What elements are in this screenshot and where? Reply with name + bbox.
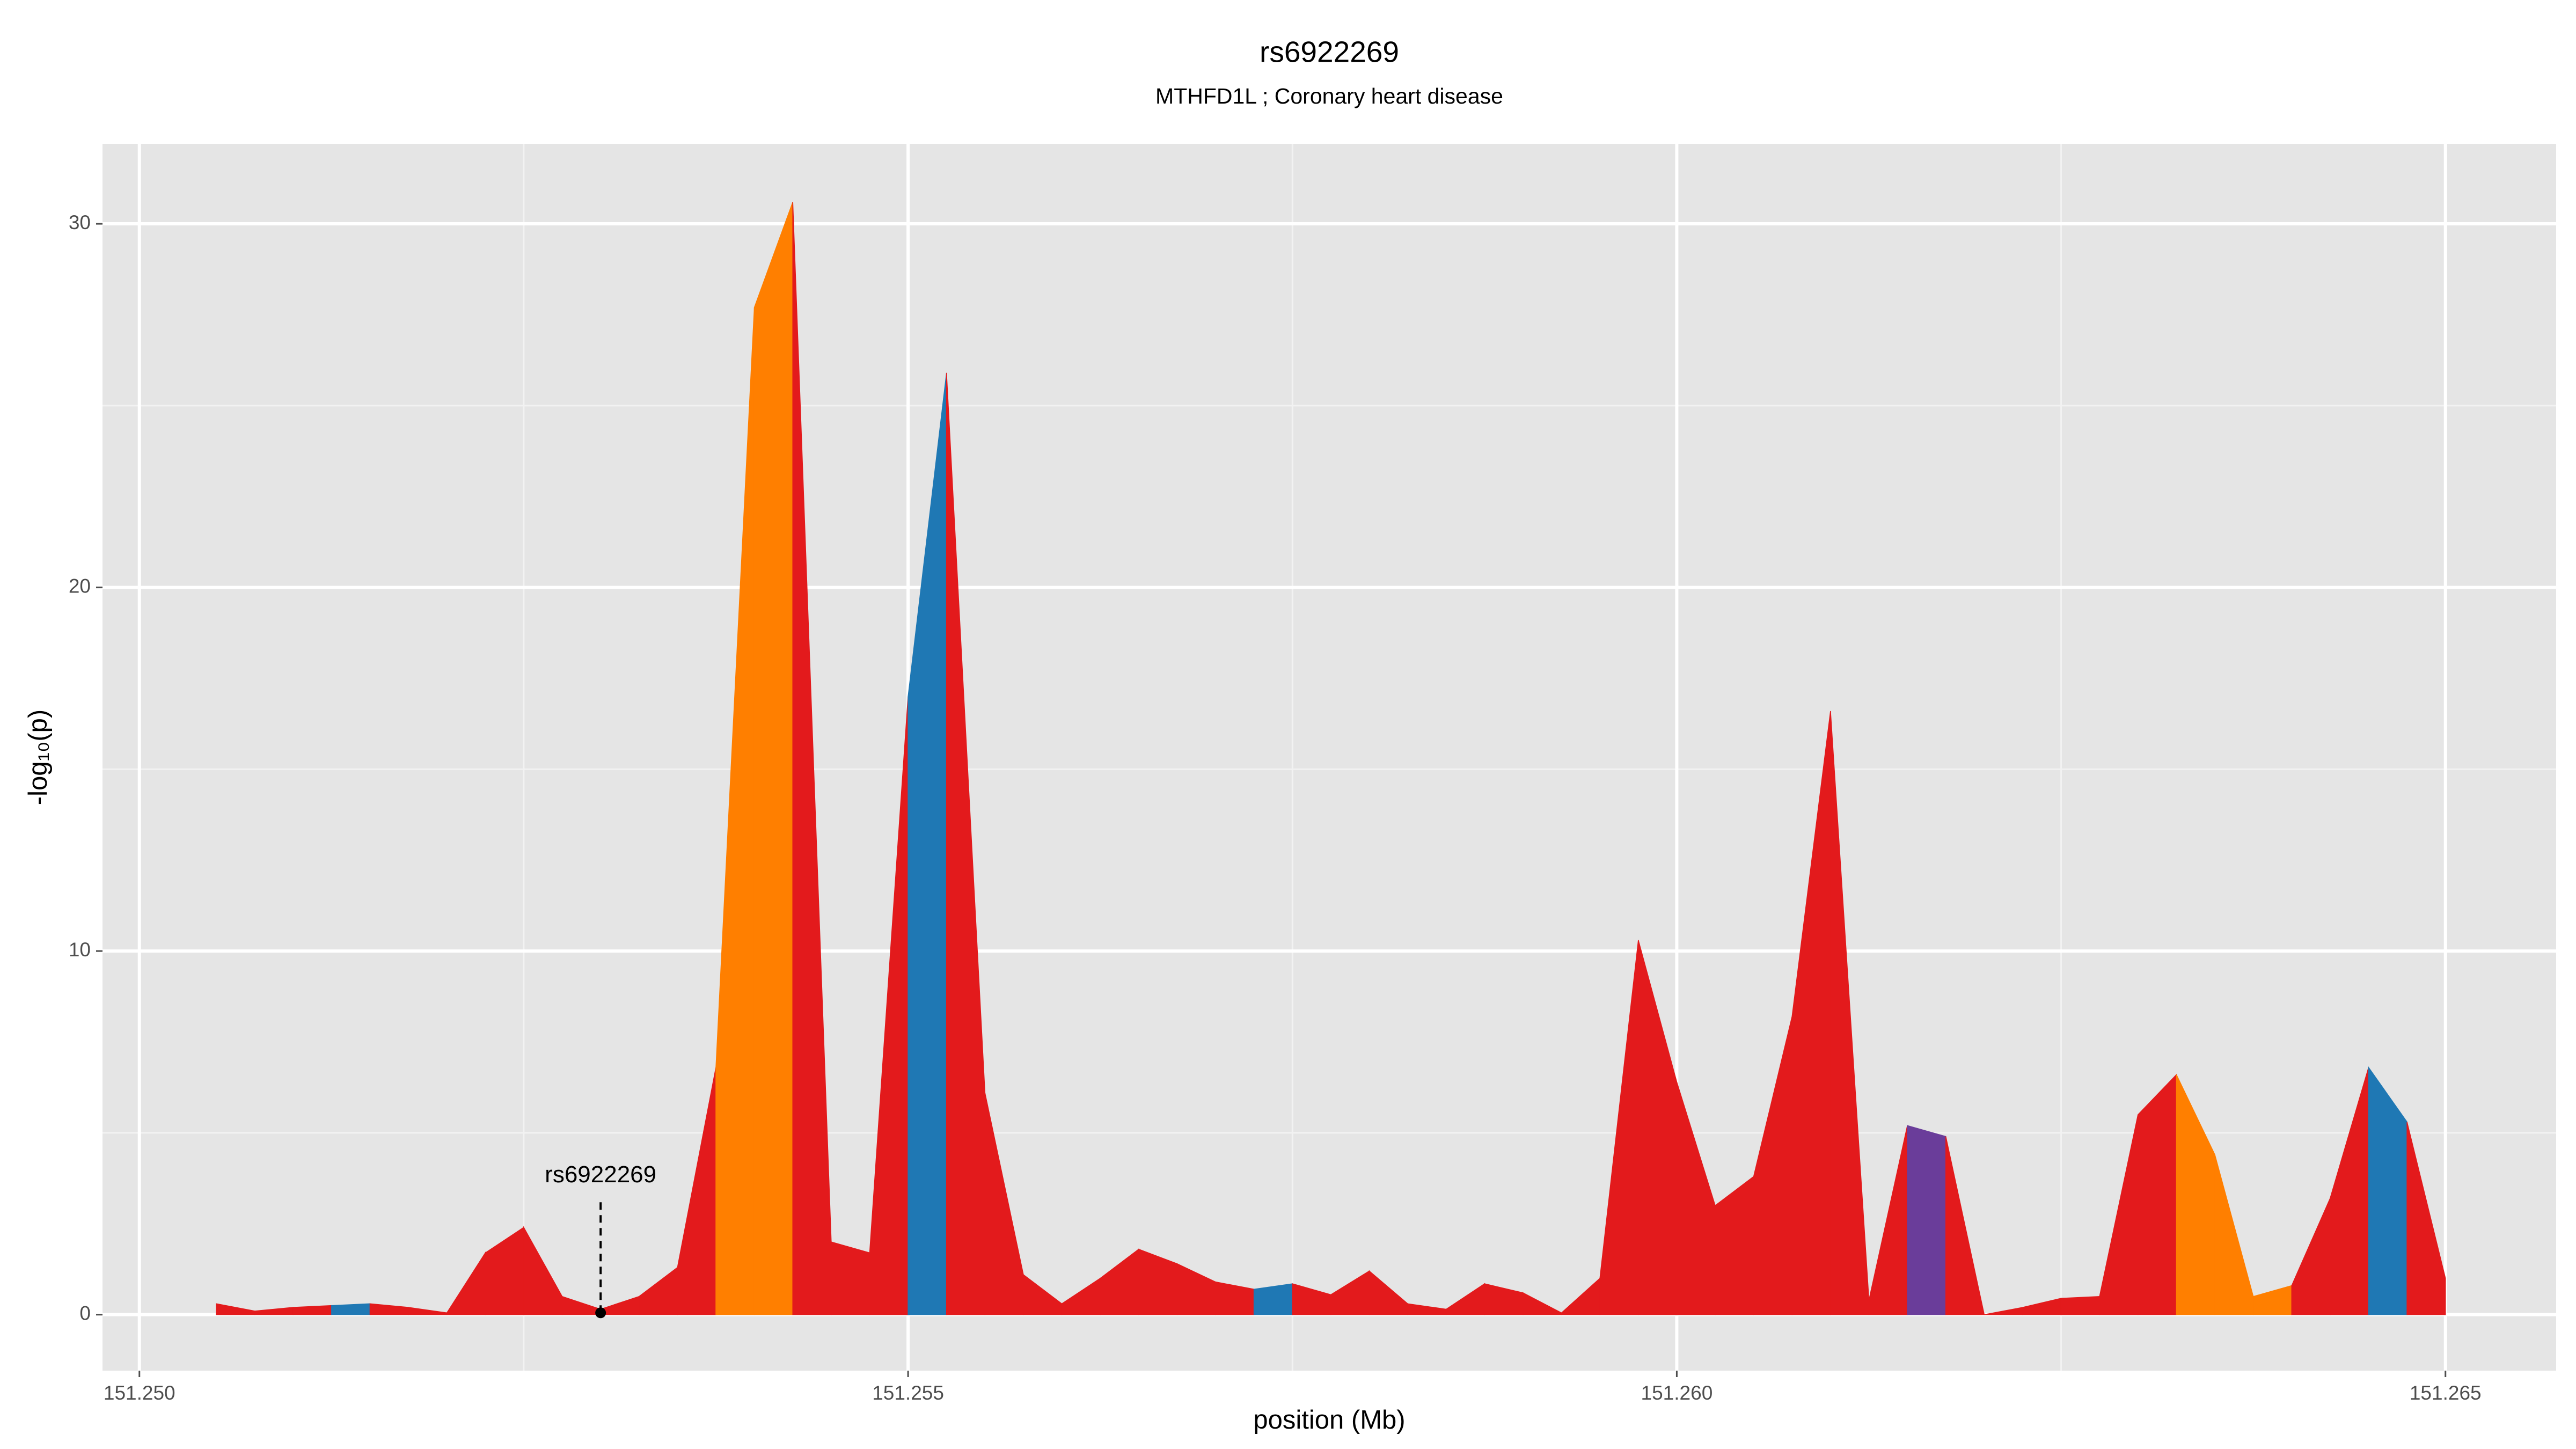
- area-segment: [331, 1303, 371, 1315]
- x-tick-label: 151.255: [872, 1382, 944, 1404]
- y-axis-label: -log₁₀(p): [24, 709, 53, 805]
- area-segment: [831, 1241, 870, 1315]
- area-segment: [1945, 1136, 1985, 1315]
- area-segment: [1907, 1125, 1946, 1315]
- chart-title: rs6922269: [1260, 35, 1399, 69]
- y-tick-label: 30: [69, 211, 91, 233]
- x-tick-label: 151.250: [104, 1382, 175, 1404]
- x-tick-label: 151.260: [1641, 1382, 1713, 1404]
- y-tick-label: 0: [79, 1302, 91, 1324]
- annotation-point: [595, 1307, 606, 1319]
- area-segment: [2060, 1296, 2100, 1315]
- x-tick-label: 151.265: [2410, 1382, 2482, 1404]
- x-axis-label: position (Mb): [1253, 1406, 1405, 1435]
- annotation-label: rs6922269: [545, 1161, 656, 1188]
- area-segment: [753, 202, 793, 1315]
- area-segment: [292, 1305, 332, 1315]
- area-segment: [1253, 1283, 1293, 1315]
- y-tick-label: 20: [69, 575, 91, 597]
- area-segment: [2406, 1122, 2446, 1315]
- area-segment: [2138, 1073, 2177, 1315]
- chart-subtitle: MTHFD1L ; Coronary heart disease: [1155, 84, 1503, 108]
- y-tick-label: 10: [69, 939, 91, 961]
